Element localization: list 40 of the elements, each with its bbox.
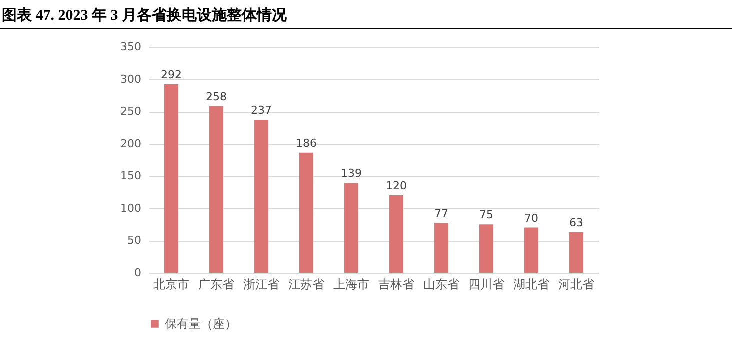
bar xyxy=(164,84,178,273)
x-tick-label: 四川省 xyxy=(468,278,504,292)
bar xyxy=(254,120,268,273)
bar xyxy=(344,183,358,273)
data-label: 120 xyxy=(386,180,407,193)
y-tick-label: 100 xyxy=(120,202,142,215)
y-tick-label: 350 xyxy=(120,40,142,54)
y-tick-label: 300 xyxy=(120,72,142,86)
data-label: 186 xyxy=(296,136,317,150)
y-tick-label: 200 xyxy=(120,137,142,150)
y-tick-label: 150 xyxy=(120,170,142,183)
data-label: 292 xyxy=(161,68,182,82)
x-tick-label: 河北省 xyxy=(558,278,594,292)
data-label: 63 xyxy=(570,216,584,230)
data-label: 70 xyxy=(524,212,538,225)
legend-label: 保有量（座） xyxy=(165,317,237,331)
data-label: 139 xyxy=(341,167,362,180)
x-tick-label: 浙江省 xyxy=(244,278,280,292)
x-tick-label: 吉林省 xyxy=(378,278,414,292)
bar xyxy=(434,223,448,273)
y-tick-label: 50 xyxy=(128,234,142,248)
y-tick-label: 250 xyxy=(120,105,142,118)
bar xyxy=(300,152,314,273)
x-tick-label: 山东省 xyxy=(424,278,460,292)
x-tick-label: 北京市 xyxy=(154,278,190,292)
x-tick-label: 江苏省 xyxy=(288,278,324,292)
bar xyxy=(524,228,538,273)
y-tick-label: 0 xyxy=(134,266,142,280)
data-label: 258 xyxy=(206,90,227,104)
bar xyxy=(390,196,404,273)
data-label: 75 xyxy=(480,208,494,222)
x-tick-label: 上海市 xyxy=(334,278,370,292)
chart-title: 图表 47. 2023 年 3 月各省换电设施整体情况 xyxy=(0,0,732,29)
bar xyxy=(210,106,224,273)
data-label: 237 xyxy=(251,104,272,117)
data-label: 77 xyxy=(434,207,448,220)
bar xyxy=(480,224,494,273)
x-tick-label: 广东省 xyxy=(198,278,234,292)
bar xyxy=(570,232,584,273)
x-tick-label: 湖北省 xyxy=(514,278,550,292)
